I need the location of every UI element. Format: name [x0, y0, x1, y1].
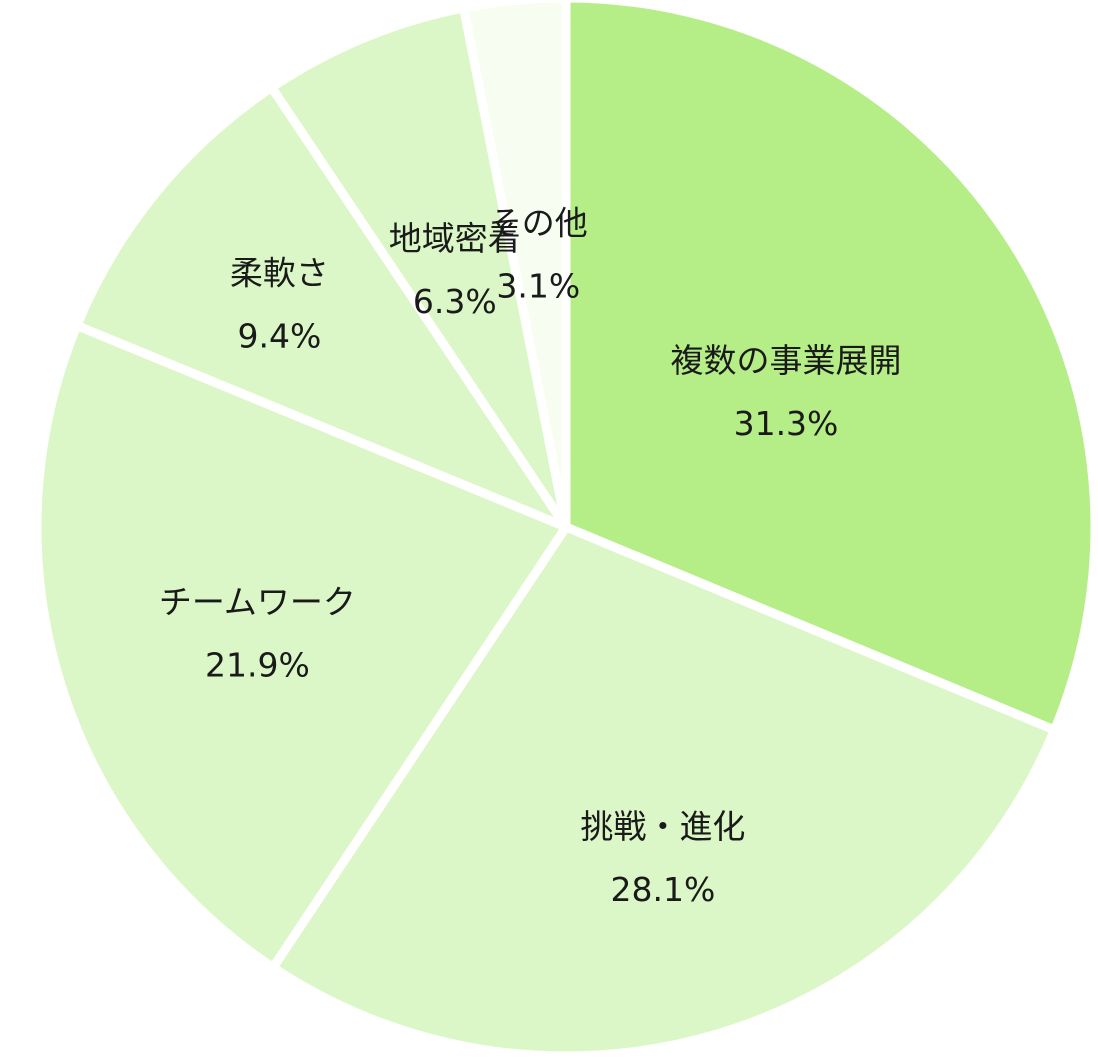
slice-label-value: 9.4% — [237, 317, 321, 356]
slice-label-name: 柔軟さ — [230, 254, 329, 293]
pie-slice-1 — [561, 0, 1098, 735]
pie-slice-4 — [72, 82, 571, 532]
slice-label-value: 3.1% — [496, 267, 580, 306]
slice-label-name: 複数の事業展開 — [671, 341, 902, 380]
slice-label-value: 28.1% — [610, 870, 715, 909]
slice-label-value: 6.3% — [413, 282, 497, 321]
slice-label-value: 21.9% — [205, 645, 310, 684]
pie-slice-6 — [459, 0, 571, 532]
slice-label-name: 挑戦・進化 — [580, 807, 745, 846]
slice-label-value: 31.3% — [734, 404, 839, 443]
slice-label-name: 地域密着 — [389, 219, 521, 258]
slice-label-name: その他 — [489, 204, 588, 243]
pie-slice-3 — [32, 321, 571, 972]
slice-label-name: チームワーク — [159, 582, 356, 621]
slices-layer — [32, 0, 1098, 1061]
labels-layer: 複数の事業展開 31.3% 挑戦・進化 28.1% チームワーク 21.9% 柔軟さ 9.4%… — [159, 204, 902, 909]
pie-slice-2 — [268, 522, 1059, 1061]
pie-slice-5 — [267, 3, 571, 532]
